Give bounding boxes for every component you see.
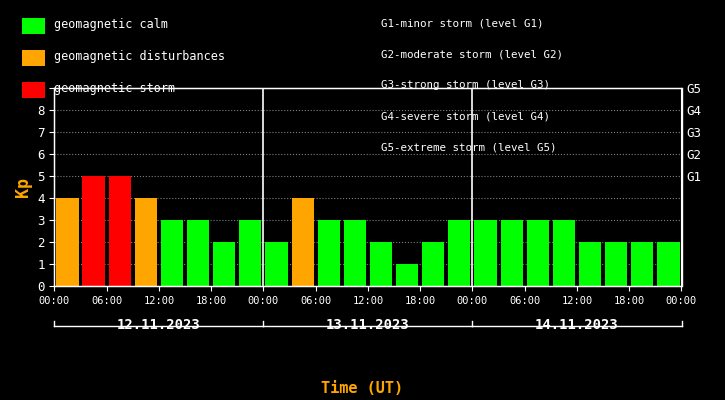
- Text: geomagnetic disturbances: geomagnetic disturbances: [54, 50, 225, 63]
- Bar: [265, 242, 288, 286]
- Bar: [57, 198, 78, 286]
- Bar: [161, 220, 183, 286]
- Text: Time (UT): Time (UT): [321, 381, 404, 396]
- Bar: [631, 242, 653, 286]
- Bar: [422, 242, 444, 286]
- Bar: [370, 242, 392, 286]
- Bar: [500, 220, 523, 286]
- Text: 13.11.2023: 13.11.2023: [326, 318, 410, 332]
- Bar: [318, 220, 340, 286]
- Text: 14.11.2023: 14.11.2023: [535, 318, 619, 332]
- Text: G4-severe storm (level G4): G4-severe storm (level G4): [381, 112, 550, 122]
- Bar: [448, 220, 471, 286]
- Text: G5-extreme storm (level G5): G5-extreme storm (level G5): [381, 143, 556, 153]
- Text: G2-moderate storm (level G2): G2-moderate storm (level G2): [381, 49, 563, 59]
- Text: 12.11.2023: 12.11.2023: [117, 318, 201, 332]
- Bar: [474, 220, 497, 286]
- Text: geomagnetic storm: geomagnetic storm: [54, 82, 175, 95]
- Bar: [135, 198, 157, 286]
- Text: geomagnetic calm: geomagnetic calm: [54, 18, 168, 31]
- Bar: [396, 264, 418, 286]
- Bar: [579, 242, 601, 286]
- Bar: [552, 220, 575, 286]
- Text: G1-minor storm (level G1): G1-minor storm (level G1): [381, 18, 543, 28]
- Bar: [109, 176, 130, 286]
- Text: G3-strong storm (level G3): G3-strong storm (level G3): [381, 80, 550, 90]
- Bar: [344, 220, 366, 286]
- Bar: [291, 198, 314, 286]
- Bar: [83, 176, 104, 286]
- Bar: [239, 220, 262, 286]
- Bar: [658, 242, 679, 286]
- Bar: [526, 220, 549, 286]
- Y-axis label: Kp: Kp: [14, 177, 32, 197]
- Bar: [605, 242, 627, 286]
- Bar: [187, 220, 210, 286]
- Bar: [213, 242, 236, 286]
